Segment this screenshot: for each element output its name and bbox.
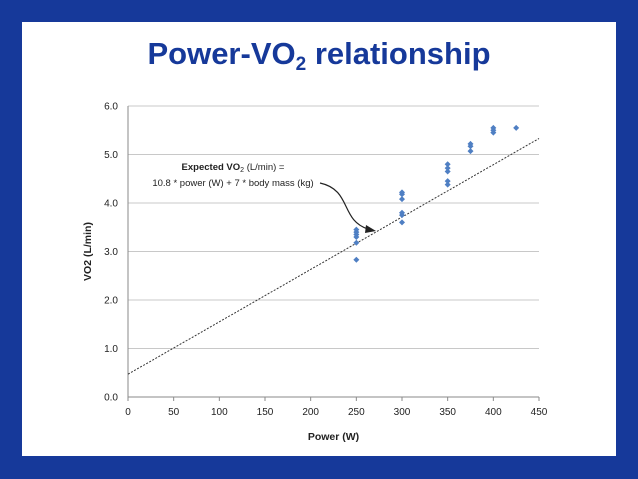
data-point (444, 168, 451, 175)
data-point (353, 239, 360, 246)
data-point (467, 140, 474, 147)
x-axis-title: Power (W) (308, 431, 359, 443)
data-point (444, 165, 451, 172)
y-tick-label: 3.0 (104, 247, 118, 258)
data-point (399, 219, 405, 226)
data-point (444, 178, 451, 185)
data-point (467, 148, 474, 155)
x-tick-label: 250 (348, 407, 365, 418)
y-tick-label: 2.0 (104, 296, 118, 307)
x-tick-label: 150 (257, 407, 274, 418)
y-tick-label: 6.0 (104, 102, 118, 113)
x-tick-label: 200 (302, 407, 319, 418)
annotation-line-1: Expected VO2 (L/min) = (182, 162, 285, 174)
data-point (444, 181, 451, 188)
x-tick-label: 450 (531, 407, 548, 418)
x-tick-labels: 0 50 100 150 200 250 300 350 400 450 (125, 407, 548, 418)
annotation-subscript: 2 (240, 167, 244, 174)
data-point (353, 226, 360, 233)
x-tick-label: 400 (485, 407, 502, 418)
expected-trend-line (127, 138, 540, 375)
data-points (353, 124, 520, 263)
data-point (353, 256, 360, 263)
annotation-suffix: (L/min) = (244, 162, 285, 173)
axes (127, 106, 540, 401)
annotation-arrowhead (365, 225, 376, 233)
data-point (399, 196, 405, 203)
title-main: Power-VO (147, 36, 296, 71)
slide-panel: Power-VO2 relationship (22, 22, 616, 456)
title-subscript: 2 (295, 54, 307, 75)
data-point (490, 124, 497, 131)
y-tick-label: 1.0 (104, 344, 118, 355)
y-tick-label: 4.0 (104, 199, 118, 210)
slide-title: Power-VO2 relationship (22, 36, 616, 76)
annotation-line-2: 10.8 * power (W) + 7 * body mass (kg) (152, 178, 313, 189)
x-tick-label: 50 (168, 407, 180, 418)
x-tick-label: 0 (125, 407, 131, 418)
data-point (444, 161, 451, 168)
y-axis-title: VO2 (L/min) (82, 222, 94, 281)
annotation-prefix: Expected VO (182, 162, 241, 173)
grid-lines (128, 105, 539, 349)
x-tick-label: 100 (211, 407, 228, 418)
data-point (513, 124, 520, 131)
data-point (399, 209, 405, 216)
x-tick-label: 300 (394, 407, 411, 418)
y-tick-label: 0.0 (104, 393, 118, 404)
y-tick-labels: 0.0 1.0 2.0 3.0 4.0 5.0 6.0 (104, 102, 118, 404)
data-point (399, 189, 405, 196)
annotation-arrow (319, 182, 369, 230)
y-tick-label: 5.0 (104, 150, 118, 161)
title-rest: relationship (306, 36, 491, 71)
x-tick-label: 350 (439, 407, 456, 418)
